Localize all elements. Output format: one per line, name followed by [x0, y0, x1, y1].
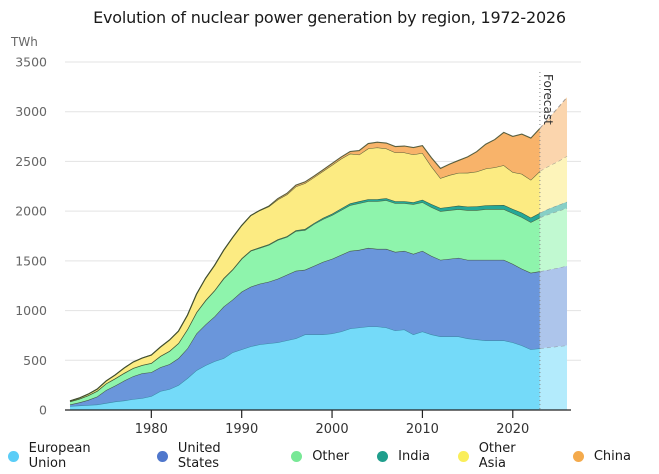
forecast-area-india[interactable] — [539, 201, 567, 218]
x-tick-label: 2020 — [496, 422, 529, 437]
line-china — [69, 127, 541, 402]
legend-label: United States — [177, 441, 221, 471]
legend-item-united-states[interactable]: United States — [157, 441, 263, 471]
legend-label: China — [593, 448, 631, 464]
forecast-area-other-asia[interactable] — [539, 155, 567, 213]
legend-label: European Union — [28, 441, 91, 471]
legend-label: Other — [312, 448, 350, 464]
x-tick-label: 2000 — [316, 422, 349, 437]
forecast-area-other[interactable] — [539, 208, 567, 272]
legend-dot-icon — [572, 450, 584, 462]
y-tick-label: 3500 — [15, 55, 47, 70]
area-series — [69, 127, 541, 410]
y-tick-label: 1000 — [15, 303, 47, 318]
x-tick-label: 2010 — [406, 422, 439, 437]
y-tick-label: 2000 — [15, 204, 47, 219]
y-axis-ticks: 0 500 1000 1500 2000 2500 3000 3500 — [15, 55, 47, 418]
area-united-states[interactable] — [70, 247, 540, 407]
legend-item-china[interactable]: China — [572, 448, 631, 464]
legend-item-other[interactable]: Other — [291, 449, 349, 464]
legend-dot-icon — [8, 450, 19, 462]
x-axis: 1980 1990 2000 2010 2020 — [65, 409, 571, 437]
forecast-area-united-states[interactable] — [539, 265, 567, 349]
legend-item-other-asia[interactable]: Other Asia — [458, 441, 545, 471]
forecast-line-other-asia — [539, 155, 568, 172]
forecast-line-other — [539, 207, 568, 219]
area-other-asia[interactable] — [70, 147, 540, 402]
legend-dot-icon — [291, 450, 303, 462]
forecast-overlay — [539, 72, 568, 410]
y-tick-label: 2500 — [15, 154, 47, 169]
area-european-union[interactable] — [70, 326, 540, 410]
x-tick-label: 1980 — [135, 422, 168, 437]
forecast-area-china[interactable] — [539, 97, 567, 172]
y-axis-unit-label: TWh — [10, 35, 38, 49]
x-tick-label: 1990 — [225, 422, 258, 437]
forecast-area-european-union[interactable] — [539, 345, 567, 410]
area-china[interactable] — [70, 128, 540, 401]
y-tick-label: 0 — [39, 403, 47, 418]
forecast-line-united-states — [539, 265, 568, 272]
area-other[interactable] — [70, 200, 540, 405]
legend-dot-icon — [377, 450, 389, 462]
y-tick-label: 1500 — [15, 253, 47, 268]
y-tick-label: 500 — [23, 353, 47, 368]
legend-dot-icon — [458, 450, 469, 462]
legend-label: Other Asia — [478, 441, 516, 471]
y-tick-label: 3000 — [15, 104, 47, 119]
legend-item-india[interactable]: India — [377, 449, 430, 464]
legend-dot-icon — [157, 450, 168, 462]
forecast-label: Forecast — [541, 74, 555, 125]
chart-title: Evolution of nuclear power generation by… — [93, 8, 566, 27]
legend-item-european-union[interactable]: European Union — [8, 441, 129, 471]
legend-label: India — [398, 448, 431, 464]
legend: European Union United States Other India… — [8, 441, 659, 471]
